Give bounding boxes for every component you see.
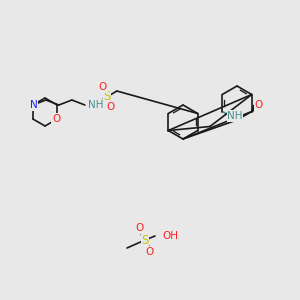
Text: O: O <box>107 102 115 112</box>
Text: NH: NH <box>88 100 103 110</box>
Text: O: O <box>255 100 263 110</box>
Text: O: O <box>136 223 144 233</box>
Text: O: O <box>146 247 154 257</box>
Text: N: N <box>30 100 38 110</box>
Text: S: S <box>141 233 149 247</box>
Text: S: S <box>103 91 111 103</box>
Text: OH: OH <box>162 231 178 241</box>
Text: NH: NH <box>227 111 243 121</box>
Text: O: O <box>52 114 60 124</box>
Text: O: O <box>99 82 107 92</box>
